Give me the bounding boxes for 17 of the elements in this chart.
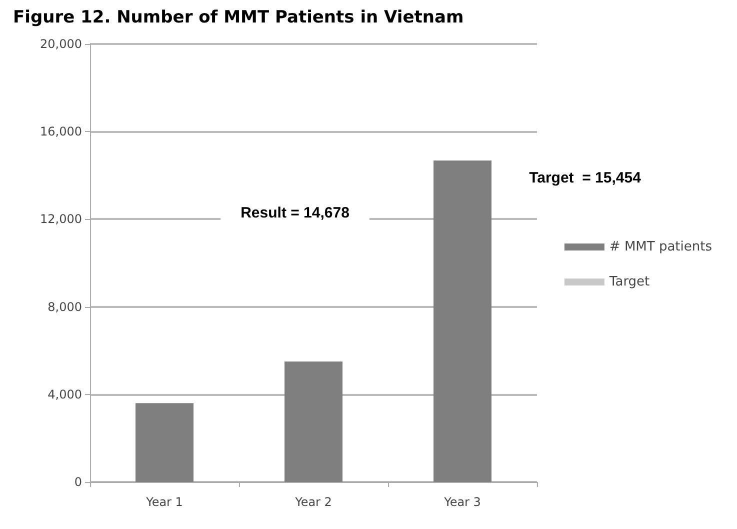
y-tick-label: 8,000	[48, 300, 82, 314]
x-tick-label: Year 1	[145, 495, 183, 509]
annotation: Result = 14,678	[240, 204, 350, 222]
x-tick-label: Year 2	[294, 495, 332, 509]
bar	[434, 160, 492, 482]
legend-label: Target	[608, 274, 650, 290]
bar	[284, 362, 342, 482]
y-tick-label: 0	[74, 475, 82, 489]
annotation: Target = 15,454	[529, 170, 642, 186]
y-tick-label: 12,000	[40, 212, 82, 226]
y-tick-label: 4,000	[48, 387, 82, 402]
bar	[136, 403, 194, 482]
legend-label: # MMT patients	[609, 240, 712, 254]
x-tick-label: Year 3	[443, 495, 481, 509]
y-tick-label: 20,000	[40, 37, 82, 51]
y-tick-label: 16,000	[40, 124, 82, 139]
chart-title: Figure 12. Number of MMT Patients in Vietnam	[13, 8, 464, 28]
